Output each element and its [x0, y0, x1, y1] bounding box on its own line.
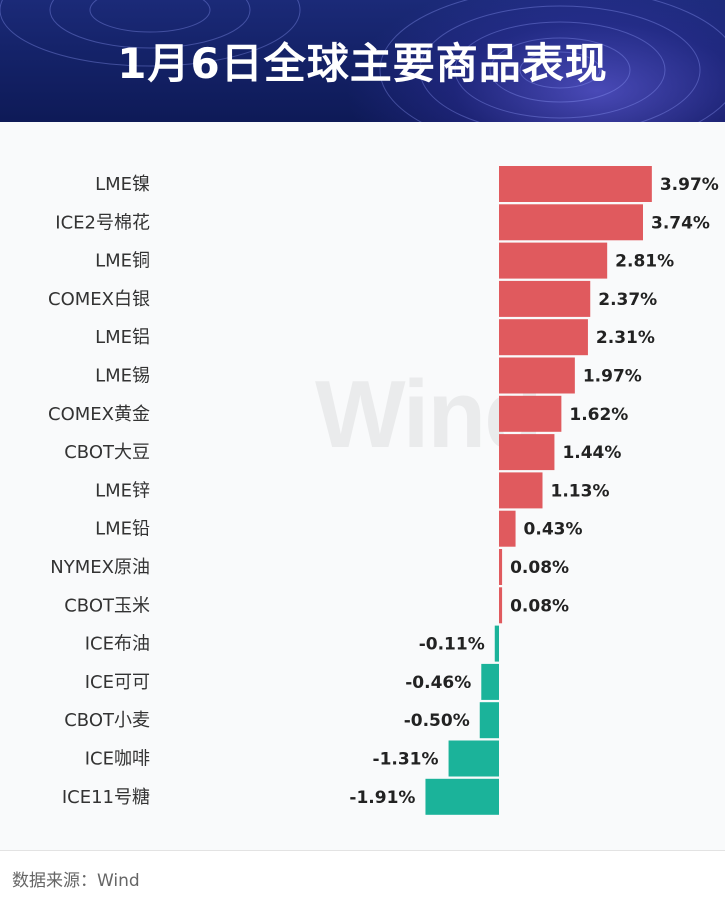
- bar-2: [499, 242, 608, 279]
- value-label: 2.81%: [615, 252, 674, 272]
- value-label: 1.97%: [583, 367, 642, 387]
- bar-15: [448, 740, 499, 777]
- page-title: 1月6日全球主要商品表现: [117, 39, 608, 88]
- footer-divider: [0, 850, 725, 851]
- value-label: -0.11%: [419, 635, 485, 655]
- value-label: 1.13%: [551, 481, 610, 501]
- bar-4: [499, 319, 588, 356]
- category-label: LME镍: [95, 174, 150, 195]
- bar-16: [425, 778, 499, 815]
- category-label: ICE11号糖: [62, 787, 150, 808]
- bar-14: [479, 702, 499, 739]
- bar-6: [499, 395, 562, 432]
- value-label: -0.46%: [405, 673, 471, 693]
- bar-13: [481, 663, 499, 700]
- bar-0: [499, 166, 652, 202]
- value-label: 2.31%: [596, 328, 655, 348]
- value-label: 3.74%: [651, 213, 710, 233]
- category-label: CBOT小麦: [64, 710, 150, 731]
- category-label: COMEX白银: [48, 289, 150, 310]
- category-label: ICE可可: [85, 672, 150, 693]
- category-label: ICE2号棉花: [55, 212, 150, 233]
- category-label: LME锌: [95, 480, 150, 501]
- contour-decoration: [0, 0, 725, 122]
- category-label: LME铜: [95, 251, 150, 272]
- bar-1: [499, 204, 643, 241]
- value-label: -0.50%: [404, 711, 470, 731]
- bar-5: [499, 357, 575, 394]
- value-label: 2.37%: [598, 290, 657, 310]
- category-label: ICE咖啡: [85, 749, 150, 770]
- source-note: 数据来源：Wind: [12, 871, 140, 891]
- header-glow: [345, 0, 725, 122]
- value-label: -1.91%: [349, 788, 415, 808]
- category-label: COMEX黄金: [48, 404, 150, 425]
- bar-7: [499, 434, 555, 471]
- category-label: LME铅: [95, 519, 150, 540]
- category-label: NYMEX原油: [50, 557, 150, 578]
- value-label: 0.43%: [524, 520, 583, 540]
- bar-11: [499, 587, 503, 624]
- value-label: -1.31%: [373, 750, 439, 770]
- value-label: 1.62%: [569, 405, 628, 425]
- value-label: 1.44%: [562, 443, 621, 463]
- bar-3: [499, 280, 591, 317]
- category-label: CBOT玉米: [64, 595, 150, 616]
- category-label: CBOT大豆: [64, 442, 150, 463]
- value-label: 0.08%: [510, 596, 569, 616]
- value-label: 3.97%: [660, 175, 719, 195]
- bar-chart: LME镍 3.97% ICE2号棉花 3.74% LME铜 2.81% COMEX白银 2.3…: [48, 166, 719, 815]
- category-label: ICE布油: [85, 634, 150, 655]
- header-banner: 1月6日全球主要商品表现: [0, 0, 725, 122]
- bar-8: [499, 472, 543, 509]
- category-label: LME锡: [95, 366, 150, 387]
- category-label: LME铝: [95, 327, 150, 348]
- bar-9: [499, 510, 516, 547]
- bar-10: [499, 549, 503, 585]
- bar-12: [494, 625, 499, 662]
- value-label: 0.08%: [510, 558, 569, 578]
